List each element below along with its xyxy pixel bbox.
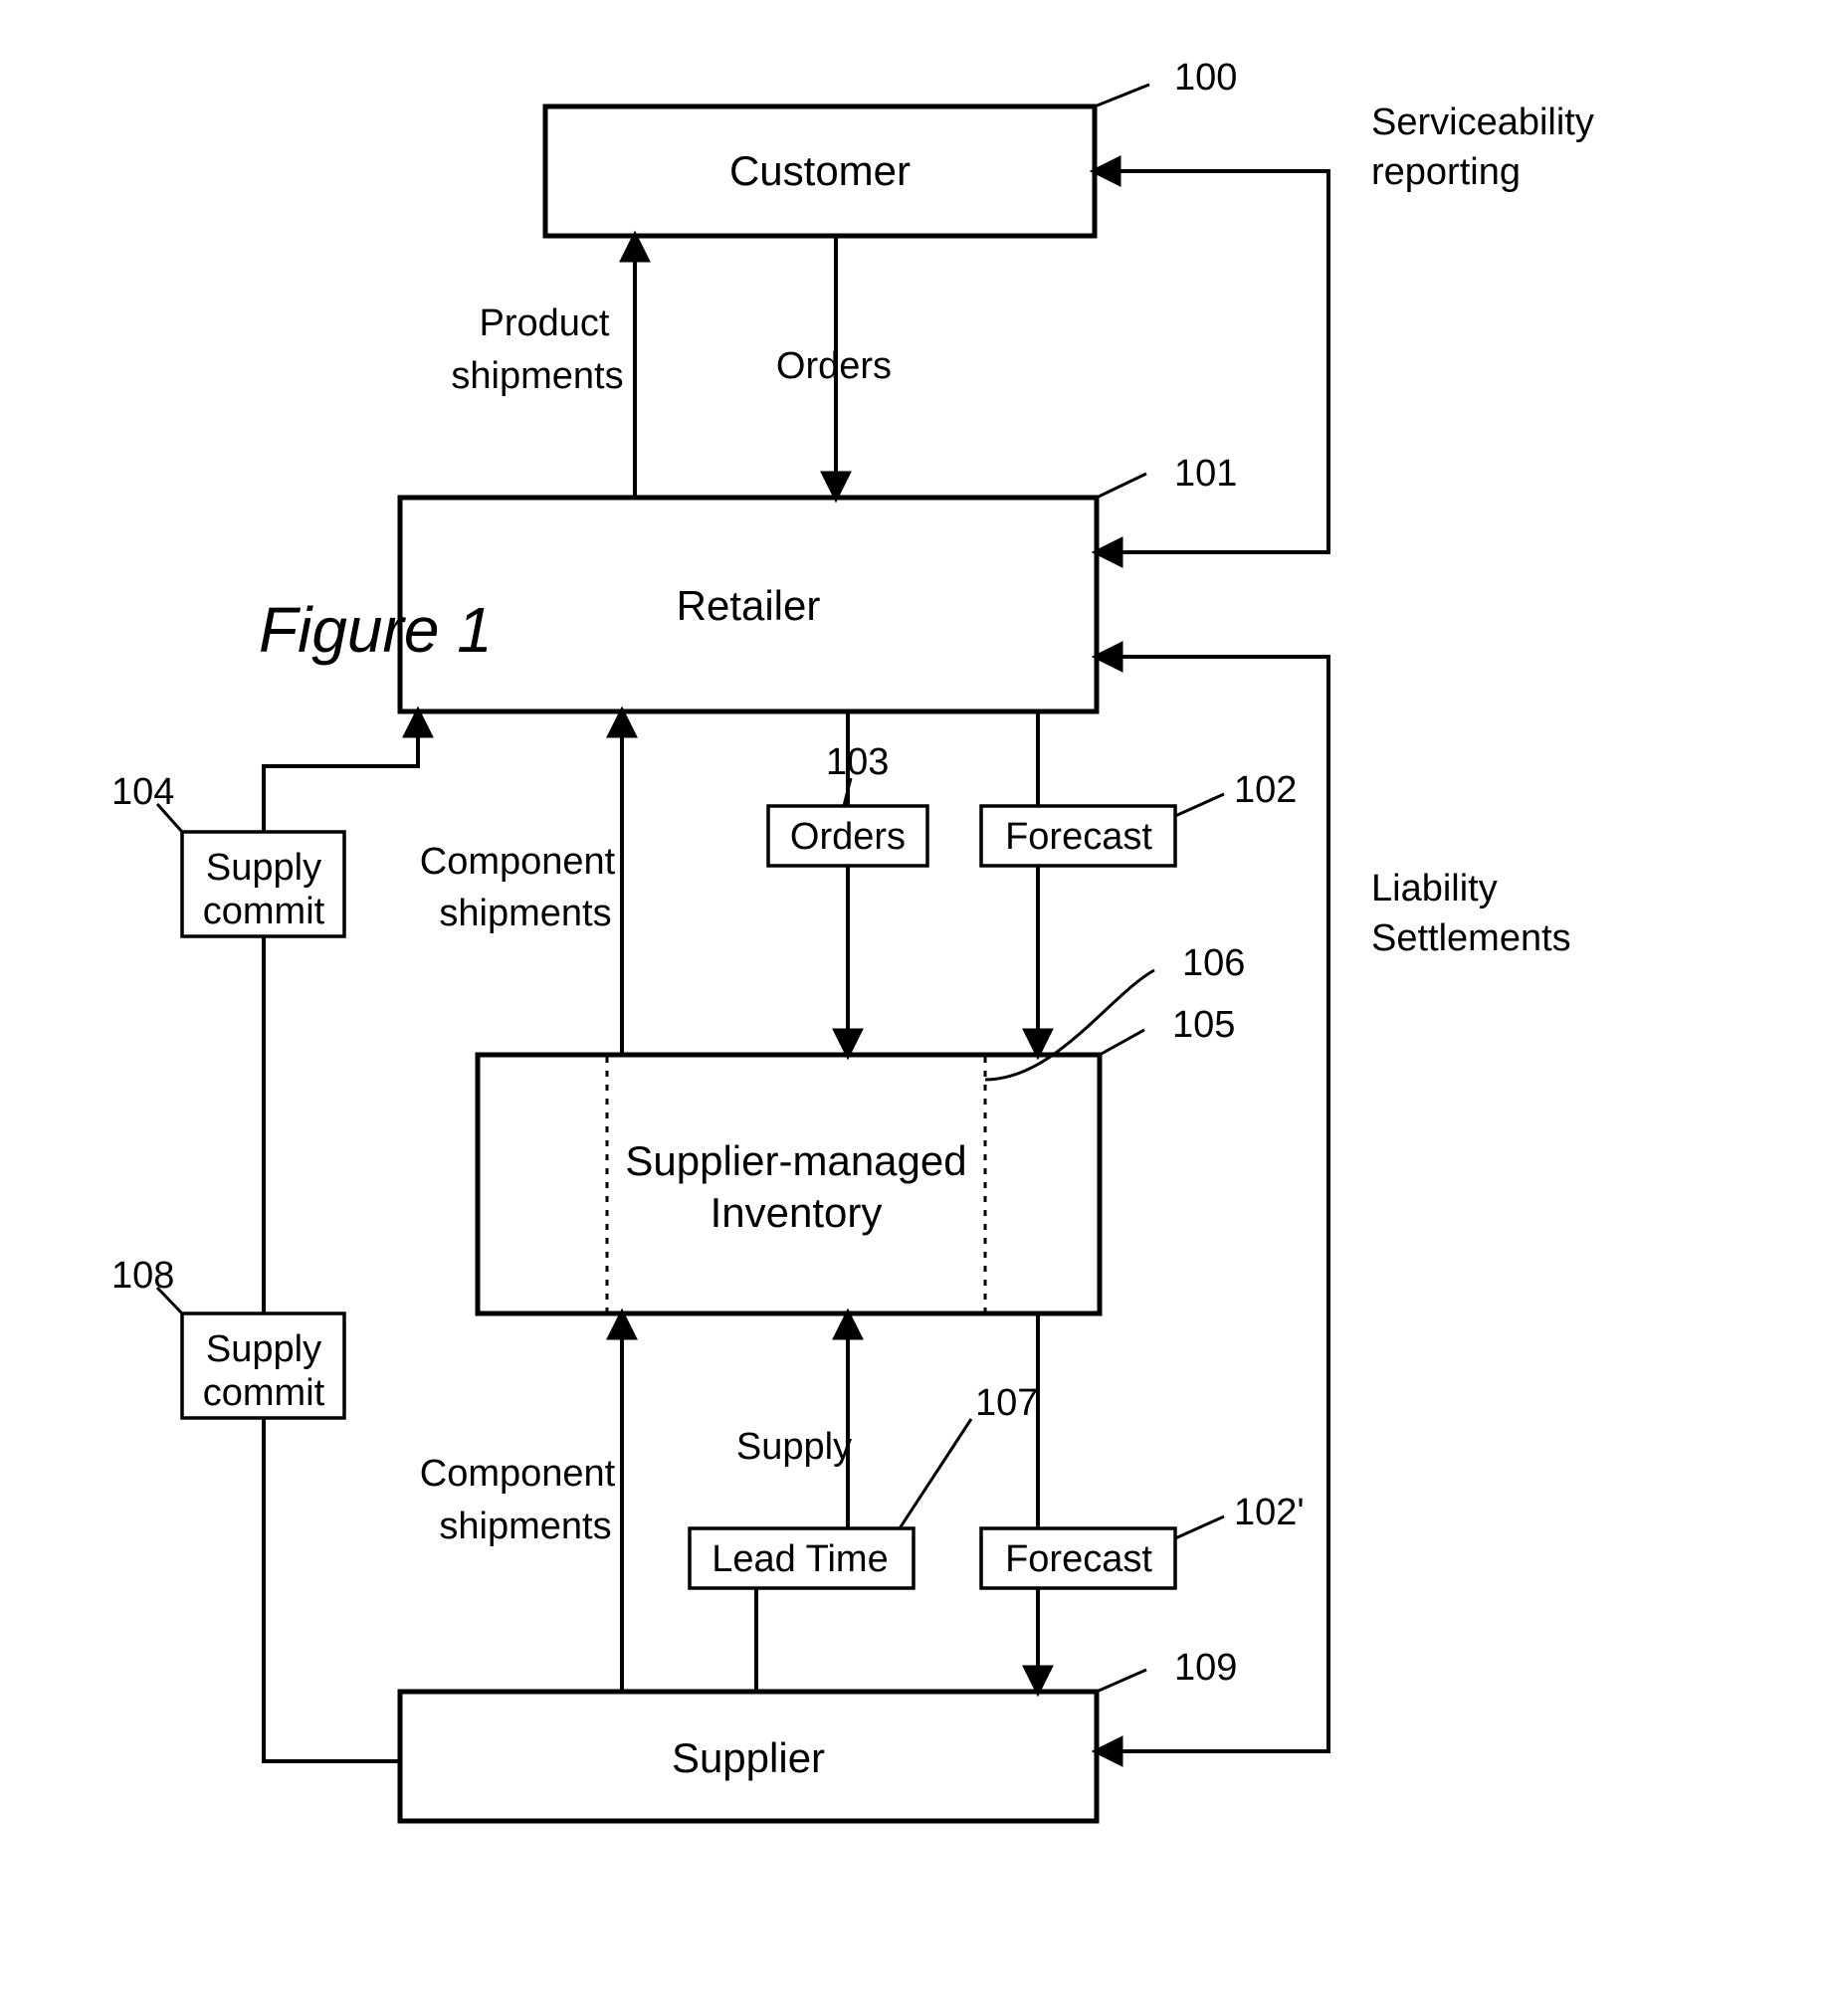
lbl-prod2: shipments — [451, 355, 623, 397]
box-forecast-1: Forecast 102 — [981, 769, 1297, 866]
forecast2-l: Forecast — [1005, 1538, 1152, 1580]
ref-102: 102 — [1234, 769, 1297, 811]
ref-107: 107 — [975, 1382, 1038, 1424]
box-supply-commit-2: Supply commit 108 — [111, 1255, 344, 1418]
lbl-liab2: Settlements — [1371, 917, 1571, 959]
retailer-label: Retailer — [677, 582, 821, 629]
sc2-l1: Supply — [206, 1328, 321, 1370]
lbl-orders-top: Orders — [776, 345, 892, 387]
ref-105: 105 — [1172, 1004, 1235, 1046]
ref-101: 101 — [1174, 453, 1237, 495]
sc2-l2: commit — [203, 1372, 325, 1414]
lbl-svc1: Serviceability — [1371, 101, 1594, 143]
supplier-label: Supplier — [672, 1734, 825, 1781]
lbl-prod1: Product — [480, 302, 610, 344]
sc1-l2: commit — [203, 891, 325, 932]
box-supply-commit-1: Supply commit 104 — [111, 771, 344, 936]
customer-label: Customer — [729, 147, 911, 194]
ref-103: 103 — [826, 741, 889, 783]
leadtime-l: Lead Time — [712, 1538, 888, 1580]
figure-canvas: Figure 1 Customer 100 Retailer 101 Suppl… — [0, 0, 1833, 2016]
forecast1-l: Forecast — [1005, 816, 1152, 858]
ref-106: 106 — [1182, 942, 1245, 984]
lbl-liab1: Liability — [1371, 868, 1498, 909]
figure-title: Figure 1 — [259, 594, 493, 666]
edge-serviceability — [1095, 171, 1328, 552]
sc1-l1: Supply — [206, 847, 321, 889]
ref-102p: 102' — [1234, 1492, 1305, 1533]
ref-109: 109 — [1174, 1647, 1237, 1689]
node-supplier: Supplier 109 — [400, 1647, 1237, 1821]
smi-label-1: Supplier-managed — [625, 1137, 966, 1184]
box-forecast-2: Forecast 102' — [981, 1492, 1305, 1588]
smi-label-2: Inventory — [711, 1189, 883, 1236]
lbl-csb1: Component — [420, 1453, 616, 1495]
ref-108: 108 — [111, 1255, 174, 1297]
ref-104: 104 — [111, 771, 174, 813]
lbl-csa1: Component — [420, 841, 616, 883]
box-lead-time: Lead Time 107 — [690, 1382, 1038, 1588]
lbl-supply: Supply — [736, 1426, 852, 1468]
node-smi: Supplier-managed Inventory 105 106 — [478, 942, 1245, 1313]
orders-box-l: Orders — [790, 816, 906, 858]
node-retailer: Retailer 101 — [400, 453, 1237, 711]
ref-100: 100 — [1174, 57, 1237, 99]
node-customer: Customer 100 — [545, 57, 1237, 236]
lbl-svc2: reporting — [1371, 151, 1521, 193]
lbl-csa2: shipments — [439, 893, 611, 934]
lbl-csb2: shipments — [439, 1506, 611, 1547]
